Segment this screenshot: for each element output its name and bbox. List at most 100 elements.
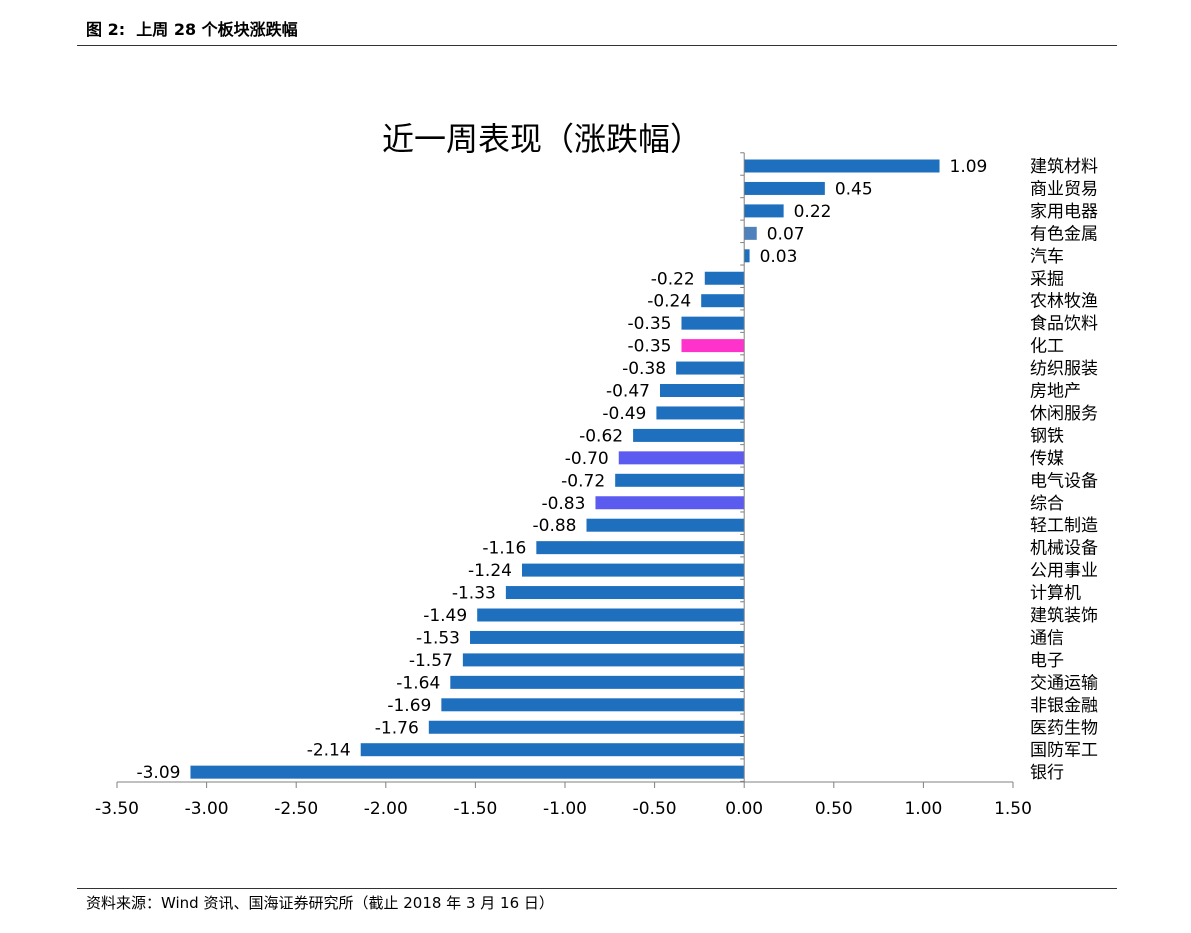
bar-value-label-14: -0.70 (565, 449, 609, 469)
bar-6 (704, 271, 745, 285)
bar-value-label-15: -0.72 (561, 471, 605, 491)
category-label-23: 电子 (1030, 651, 1064, 671)
bar-3 (744, 204, 784, 218)
bar-19 (521, 563, 745, 577)
category-label-13: 钢铁 (1030, 426, 1064, 446)
category-label-21: 建筑装饰 (1030, 606, 1098, 626)
figure-caption-text: 上周 28 个板块涨跌幅 (136, 20, 298, 39)
category-label-2: 商业贸易 (1030, 179, 1098, 199)
bar-value-label-7: -0.24 (647, 292, 691, 312)
bar-24 (450, 675, 745, 689)
x-axis-tick-label-11: 1.50 (994, 799, 1032, 819)
x-axis-tick-label-1: -3.50 (95, 799, 139, 819)
bar-value-label-20: -1.33 (452, 584, 496, 604)
bar-10 (676, 361, 745, 375)
x-axis-tick-labels: -3.50 -3.00 -2.50 -2.00 -1.50 -1.00 -0.50 0.00 0… (95, 799, 1032, 819)
bar-21 (477, 608, 745, 622)
bar-value-label-28: -3.09 (136, 763, 180, 783)
bar-25 (441, 698, 745, 712)
bar-27 (360, 743, 745, 757)
category-label-22: 通信 (1030, 628, 1064, 648)
bar-23 (462, 653, 745, 667)
category-label-15: 电气设备 (1030, 471, 1098, 491)
bar-value-label-17: -0.88 (533, 516, 577, 536)
source-note: 资料来源：Wind 资讯、国海证券研究所（截止 2018 年 3 月 16 日） (86, 894, 554, 912)
bar-16 (595, 496, 745, 510)
category-label-1: 建筑材料 (1030, 157, 1098, 177)
bar-11 (659, 384, 745, 397)
bar-value-label-6: -0.22 (651, 269, 695, 289)
bar-9 (681, 339, 745, 353)
x-axis-ticks (116, 152, 1014, 788)
bar-7 (701, 294, 745, 308)
bar-2 (744, 181, 825, 195)
bar-value-label-21: -1.49 (423, 606, 467, 626)
category-label-4: 有色金属 (1030, 224, 1098, 244)
category-label-27: 国防军工 (1030, 741, 1098, 761)
bar-value-label-23: -1.57 (409, 651, 453, 671)
figure-header: 图 2: 上周 28 个板块涨跌幅 (77, 18, 1117, 46)
x-axis-tick-label-5: -1.50 (453, 799, 497, 819)
category-label-11: 房地产 (1030, 382, 1081, 402)
bar-28 (190, 765, 745, 779)
bar-value-label-25: -1.69 (387, 696, 431, 716)
bar-value-label-27: -2.14 (307, 741, 351, 761)
category-labels: 建筑材料商业贸易家用电器有色金属汽车采掘农林牧渔食品饮料化工纺织服装房地产休闲服… (1030, 157, 1098, 783)
category-label-10: 纺织服装 (1030, 359, 1098, 379)
bar-value-label-2: 0.45 (835, 179, 873, 199)
category-label-17: 轻工制造 (1030, 516, 1098, 536)
bar-12 (656, 406, 745, 420)
bar-15 (615, 473, 745, 487)
bar-value-label-11: -0.47 (606, 382, 650, 402)
bar-value-label-5: 0.03 (760, 247, 798, 267)
category-label-19: 公用事业 (1030, 561, 1098, 581)
bar-value-label-22: -1.53 (416, 628, 460, 648)
category-label-28: 银行 (1030, 763, 1064, 783)
category-label-3: 家用电器 (1030, 202, 1098, 222)
figure-footer: 资料来源：Wind 资讯、国海证券研究所（截止 2018 年 3 月 16 日） (77, 888, 1117, 918)
category-label-18: 机械设备 (1030, 539, 1098, 559)
bar-value-label-16: -0.83 (541, 494, 585, 514)
x-axis-tick-label-8: 0.00 (725, 799, 763, 819)
bar-18 (536, 541, 745, 555)
x-axis-tick-label-9: 0.50 (815, 799, 853, 819)
category-label-25: 非银金融 (1030, 696, 1098, 716)
category-label-12: 休闲服务 (1030, 404, 1098, 424)
bar-value-label-18: -1.16 (482, 539, 526, 559)
category-label-8: 食品饮料 (1030, 314, 1098, 334)
category-label-6: 采掘 (1030, 269, 1064, 289)
bar-4 (744, 226, 757, 240)
bar-value-label-12: -0.49 (602, 404, 646, 424)
category-label-24: 交通运输 (1030, 673, 1098, 693)
bar-value-label-10: -0.38 (622, 359, 666, 379)
category-label-9: 化工 (1030, 337, 1064, 357)
bar-17 (586, 518, 745, 532)
category-label-14: 传媒 (1030, 449, 1064, 469)
chart-title: 近一周表现（涨跌幅） (382, 120, 702, 158)
figure-caption: 图 2: 上周 28 个板块涨跌幅 (86, 20, 298, 40)
bar-value-labels: 1.090.450.220.070.03-0.22-0.24-0.35-0.35… (136, 157, 987, 783)
bar-value-label-19: -1.24 (468, 561, 512, 581)
bar-13 (633, 428, 745, 442)
x-axis-tick-label-2: -3.00 (185, 799, 229, 819)
figure-label: 图 2: (86, 20, 126, 39)
bar-value-label-8: -0.35 (627, 314, 671, 334)
x-axis-tick-label-10: 1.00 (904, 799, 942, 819)
bar-value-label-24: -1.64 (396, 673, 440, 693)
x-axis-tick-label-4: -2.00 (364, 799, 408, 819)
category-label-5: 汽车 (1030, 247, 1064, 267)
bar-value-label-3: 0.22 (794, 202, 832, 222)
bar-14 (618, 451, 745, 465)
category-label-26: 医药生物 (1030, 718, 1098, 738)
category-label-20: 计算机 (1030, 584, 1081, 604)
bar-22 (470, 630, 745, 644)
bar-1 (744, 159, 940, 173)
bar-value-label-26: -1.76 (375, 718, 419, 738)
bars-group (190, 159, 940, 779)
bar-value-label-1: 1.09 (950, 157, 988, 177)
category-label-7: 农林牧渔 (1030, 292, 1098, 312)
bar-26 (428, 720, 745, 734)
bar-value-label-9: -0.35 (627, 337, 671, 357)
bar-8 (681, 316, 745, 330)
